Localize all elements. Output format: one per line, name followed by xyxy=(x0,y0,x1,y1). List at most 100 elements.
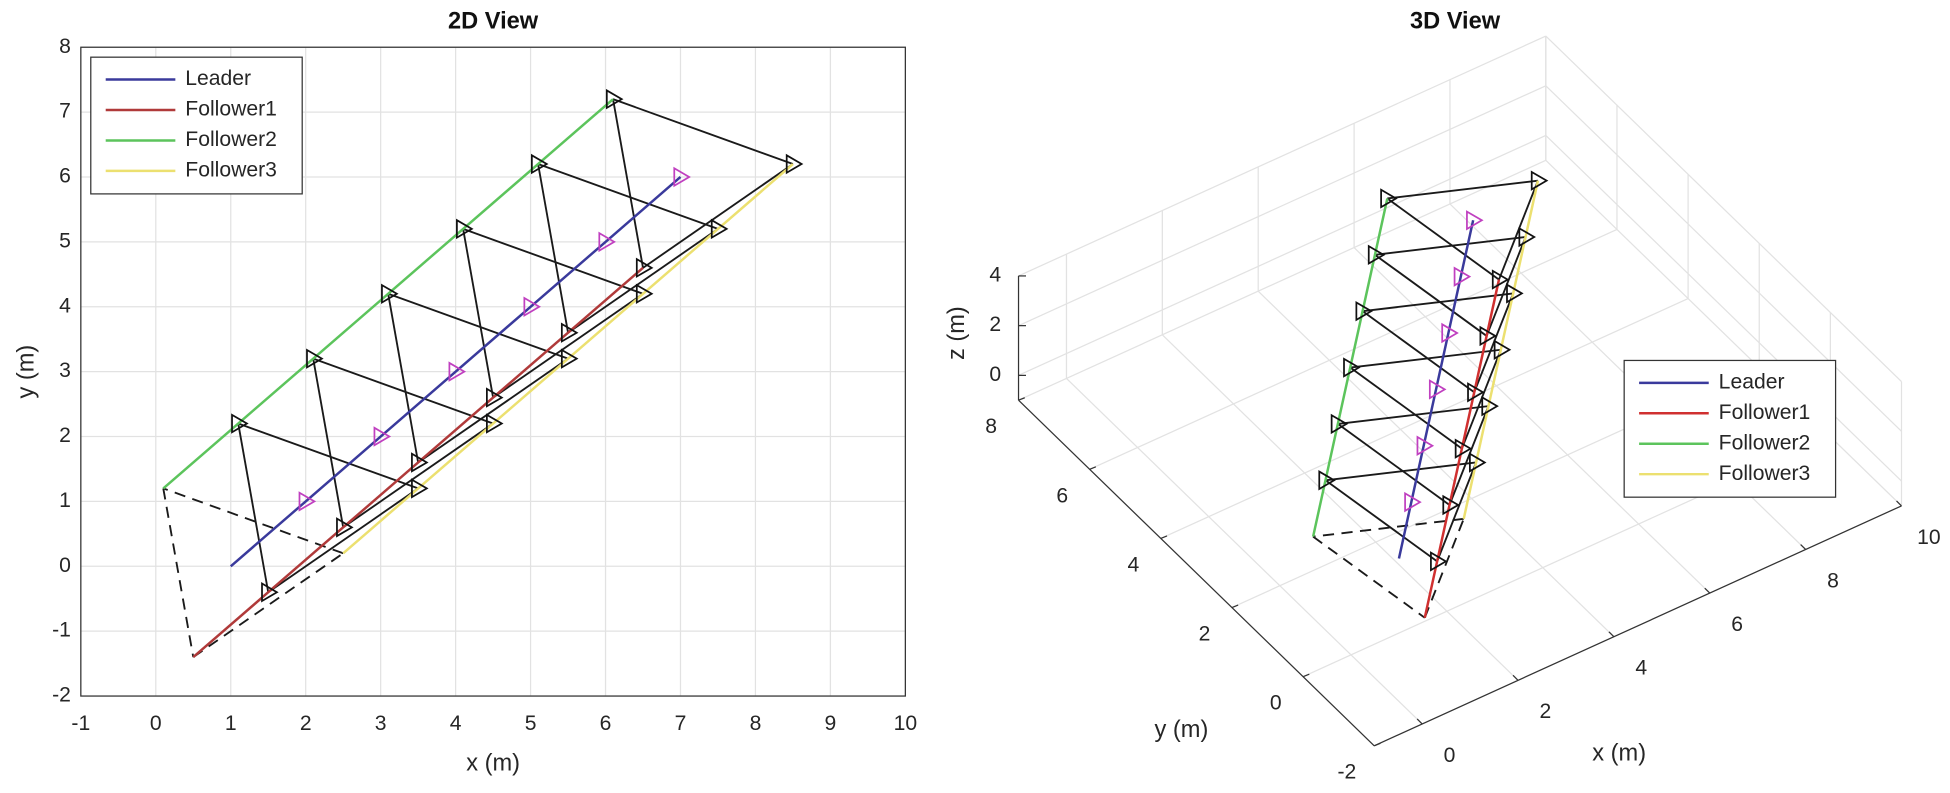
y-tick-label: 8 xyxy=(985,415,997,438)
tick-mark xyxy=(1018,397,1025,401)
y-tick-label: 4 xyxy=(59,294,71,317)
series-line xyxy=(342,163,794,555)
formation-link xyxy=(642,163,794,269)
marker xyxy=(598,231,616,253)
marker xyxy=(306,348,324,369)
x-tick-label: 7 xyxy=(675,712,687,735)
marker xyxy=(635,283,654,304)
legend-label: Follower2 xyxy=(185,128,277,151)
tick-mark xyxy=(1231,604,1239,609)
legend-label: Follower3 xyxy=(185,158,277,181)
formation-link xyxy=(162,487,344,555)
y-tick-label: -2 xyxy=(1337,761,1356,784)
tick-mark xyxy=(1160,535,1168,540)
x-tick-label: 3 xyxy=(375,712,387,735)
marker xyxy=(298,491,317,512)
grid-line xyxy=(1545,159,1902,507)
formation-link xyxy=(1350,348,1501,369)
z-tick-label: 2 xyxy=(989,313,1001,336)
y-tick-label: 3 xyxy=(59,359,71,382)
z-tick-label: 4 xyxy=(989,264,1001,287)
chart-title: 3D View xyxy=(1410,9,1501,35)
formation-link xyxy=(1473,293,1515,393)
formation-link xyxy=(612,98,644,268)
series-line xyxy=(229,176,682,568)
formation-link xyxy=(387,292,569,360)
marker xyxy=(1416,435,1435,456)
formation-link xyxy=(492,293,644,399)
x-tick-label: 0 xyxy=(1444,744,1456,767)
formation-link xyxy=(1448,405,1490,506)
marker xyxy=(1318,470,1336,491)
x-tick-label: 8 xyxy=(1827,569,1839,592)
marker xyxy=(710,218,729,240)
x-tick-label: 6 xyxy=(600,712,612,735)
tick-mark xyxy=(1896,500,1902,507)
y-axis-label: y (m) xyxy=(1155,717,1209,743)
chart-title: 2D View xyxy=(448,9,539,35)
y-tick-label: 8 xyxy=(59,35,71,58)
x-tick-label: 0 xyxy=(150,712,162,735)
marker xyxy=(1380,188,1398,209)
marker xyxy=(560,348,579,369)
marker xyxy=(1530,170,1549,191)
formation-link xyxy=(1436,462,1477,562)
formation-link xyxy=(462,228,495,398)
x-axis-line xyxy=(1373,505,1902,747)
x-tick-label: 4 xyxy=(1635,657,1647,680)
marker xyxy=(373,426,392,447)
marker xyxy=(1466,210,1484,231)
marker xyxy=(1506,283,1524,304)
tick-mark xyxy=(1512,674,1519,681)
axes-box xyxy=(80,46,906,697)
series-line xyxy=(1462,180,1540,520)
formation-link xyxy=(1313,517,1464,538)
marker xyxy=(1343,357,1361,378)
x-axis-label: x (m) xyxy=(1592,741,1646,767)
series-line xyxy=(1311,198,1389,537)
grid-line xyxy=(1545,135,1902,482)
y-tick-label: 0 xyxy=(1270,692,1282,715)
z-tick-label: 0 xyxy=(989,363,1001,386)
marker xyxy=(411,452,429,473)
grid-line xyxy=(1018,85,1547,327)
marker xyxy=(261,582,279,603)
formation-link xyxy=(237,422,419,490)
y-tick-label: 6 xyxy=(1056,484,1068,507)
marker xyxy=(785,153,804,175)
formation-link xyxy=(1461,349,1502,450)
legend-label: Follower1 xyxy=(185,98,277,121)
y-axis-label: y (m) xyxy=(14,345,40,399)
y-tick-label: 7 xyxy=(59,100,71,123)
legend-label: Follower3 xyxy=(1719,462,1811,485)
grid-line xyxy=(1160,297,1689,540)
formation-link xyxy=(387,293,420,463)
formation-link xyxy=(1337,405,1489,425)
marker xyxy=(560,322,579,343)
marker xyxy=(1428,379,1447,400)
formation-link xyxy=(1312,535,1426,619)
formation-link xyxy=(1349,366,1463,450)
y-tick-label: 5 xyxy=(59,229,71,252)
formation-link xyxy=(1498,180,1539,280)
x-tick-label: 2 xyxy=(1539,700,1551,723)
formation-link xyxy=(462,228,644,295)
tick-mark xyxy=(1373,742,1381,747)
grid-line xyxy=(1257,290,1615,638)
formation-link xyxy=(1325,461,1477,482)
x-tick-label: 1 xyxy=(225,712,237,735)
legend-label: Follower1 xyxy=(1719,401,1811,424)
formation-link xyxy=(162,488,195,658)
tick-mark xyxy=(1800,544,1807,550)
grid-line xyxy=(1161,334,1519,681)
y-tick-label: 6 xyxy=(59,165,71,188)
marker xyxy=(1467,382,1485,403)
marker xyxy=(381,283,399,304)
formation-link xyxy=(1374,236,1526,256)
marker xyxy=(1518,226,1537,248)
legend-label: Leader xyxy=(1719,370,1785,393)
marker xyxy=(1441,322,1459,344)
formation-link xyxy=(417,357,569,464)
formation-link xyxy=(312,358,345,528)
